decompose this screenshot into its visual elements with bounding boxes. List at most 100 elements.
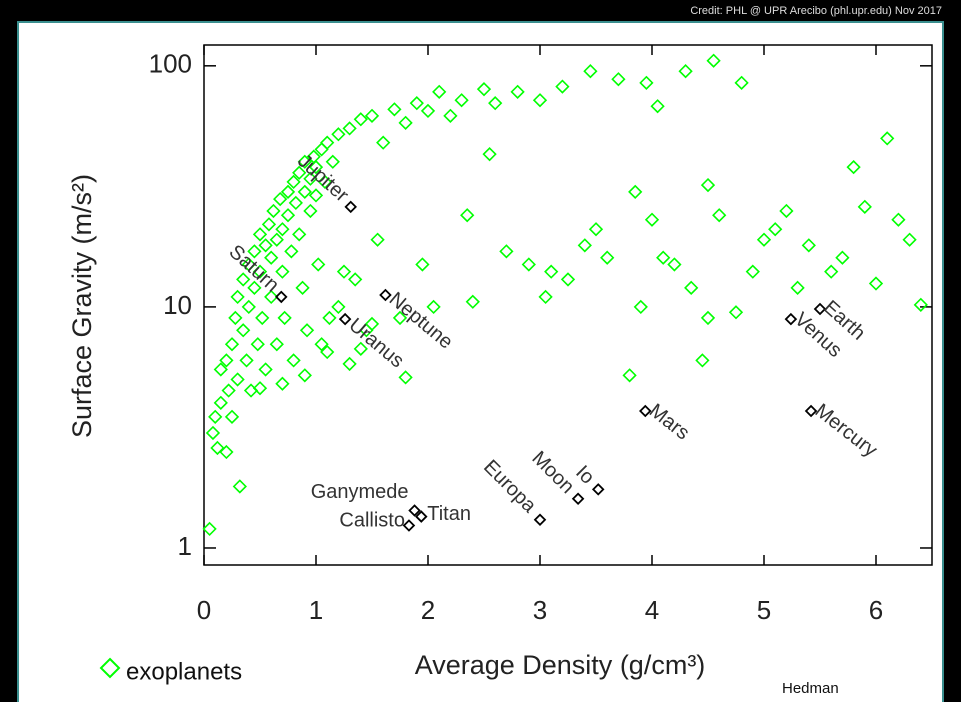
x-tick-label: 3 — [533, 595, 547, 625]
exoplanet-marker — [443, 108, 458, 124]
exoplanet-marker — [476, 82, 492, 97]
exoplanet-marker — [398, 370, 413, 385]
solar-body-marker — [591, 483, 605, 496]
exoplanet-marker — [913, 297, 928, 312]
exoplanet-marker — [376, 135, 391, 150]
exoplanet-marker — [880, 131, 895, 146]
exoplanet-marker — [241, 299, 256, 315]
exoplanet-marker — [292, 227, 307, 242]
exoplanet-marker — [314, 337, 329, 352]
exoplanet-marker — [331, 127, 346, 142]
exoplanet-marker — [678, 64, 693, 79]
exoplanet-marker — [465, 294, 480, 309]
exoplanet-marker — [224, 337, 240, 352]
exoplanet-marker — [398, 115, 413, 130]
exoplanet-marker — [230, 289, 245, 305]
solar-body-marker — [813, 302, 827, 316]
exoplanet-marker — [210, 440, 225, 456]
exoplanet-marker — [684, 280, 699, 295]
x-tick-label: 2 — [421, 595, 435, 625]
exoplanet-marker — [712, 208, 727, 223]
exoplanet-marker — [891, 212, 906, 227]
exoplanet-marker — [232, 479, 247, 494]
exoplanet-marker — [538, 289, 553, 305]
x-axis-label: Average Density (g/cm³) — [415, 650, 706, 680]
exoplanet-marker — [801, 238, 816, 253]
exoplanet-marker — [779, 203, 794, 219]
y-axis-label: Surface Gravity (m/s²) — [67, 174, 97, 438]
exoplanet-marker — [205, 425, 221, 441]
exoplanet-marker — [247, 244, 262, 259]
exoplanet-marker — [824, 264, 839, 279]
exoplanet-marker — [308, 188, 324, 203]
y-tick-label: 10 — [163, 290, 192, 320]
exoplanet-marker — [269, 232, 284, 247]
exoplanet-marker — [236, 272, 251, 287]
exoplanet-marker — [460, 208, 475, 223]
exoplanet-marker — [208, 409, 223, 424]
exoplanet-marker — [342, 356, 357, 372]
exoplanet-marker — [299, 323, 315, 338]
exoplanet-marker — [219, 444, 234, 460]
exoplanet-marker — [706, 53, 721, 68]
exoplanet-marker — [499, 244, 514, 259]
solar-body-marker — [571, 492, 585, 506]
exoplanet-marker — [277, 310, 292, 326]
exoplanet-marker — [269, 337, 284, 352]
exoplanet-marker — [364, 316, 380, 332]
exoplanet-marker — [264, 289, 279, 305]
exoplanet-marker — [266, 203, 281, 219]
y-tick-label: 100 — [149, 49, 192, 79]
exoplanet-marker — [202, 521, 217, 537]
exoplanet-marker — [644, 212, 660, 227]
exoplanet-marker — [387, 102, 402, 117]
solar-body-marker — [415, 510, 428, 523]
exoplanet-marker — [288, 195, 303, 211]
exoplanet-marker — [544, 264, 559, 279]
exoplanet-marker — [331, 299, 346, 315]
exoplanet-marker — [241, 257, 256, 272]
exoplanet-marker — [370, 232, 385, 247]
exoplanet-marker — [667, 257, 682, 272]
solar-body-label: Ganymede — [311, 481, 409, 503]
x-tick-label: 6 — [869, 595, 883, 625]
exoplanet-marker — [219, 353, 234, 368]
exoplanet-marker — [275, 264, 290, 279]
exoplanet-marker — [588, 222, 604, 237]
exoplanet-marker — [228, 310, 243, 326]
exoplanet-marker — [336, 264, 352, 279]
exoplanet-marker — [835, 250, 850, 265]
solar-body-label: Callisto — [339, 510, 405, 532]
exoplanet-marker — [426, 299, 441, 315]
exoplanet-marker — [236, 323, 251, 338]
exoplanet-marker — [521, 257, 536, 272]
exoplanet-marker — [280, 184, 296, 200]
exoplanet-marker — [700, 310, 716, 326]
exoplanet-marker — [247, 280, 262, 295]
solar-body-marker — [804, 404, 818, 418]
exoplanet-marker — [728, 305, 744, 320]
exoplanet-marker — [639, 75, 654, 90]
exoplanet-marker — [532, 93, 548, 108]
exoplanet-marker — [622, 368, 637, 383]
x-tick-label: 0 — [197, 595, 211, 625]
exoplanet-marker — [695, 353, 710, 368]
exoplanet-marker — [297, 154, 312, 169]
exoplanet-marker — [275, 222, 290, 237]
exoplanet-marker — [650, 99, 665, 114]
exoplanet-marker — [560, 272, 576, 287]
exoplanet-marker — [286, 174, 301, 190]
exoplanet-marker — [510, 84, 525, 99]
exoplanet-marker — [577, 238, 592, 253]
exoplanet-marker — [700, 177, 716, 193]
exoplanet-marker — [273, 191, 288, 207]
exoplanet-marker — [857, 199, 872, 214]
exoplanet-marker — [250, 337, 265, 352]
exoplanet-marker — [555, 79, 570, 94]
solar-body-marker — [275, 290, 288, 304]
exoplanet-marker — [230, 372, 245, 387]
exoplanet-marker — [583, 64, 598, 79]
exoplanet-marker — [264, 250, 279, 265]
exoplanet-marker — [454, 93, 469, 108]
